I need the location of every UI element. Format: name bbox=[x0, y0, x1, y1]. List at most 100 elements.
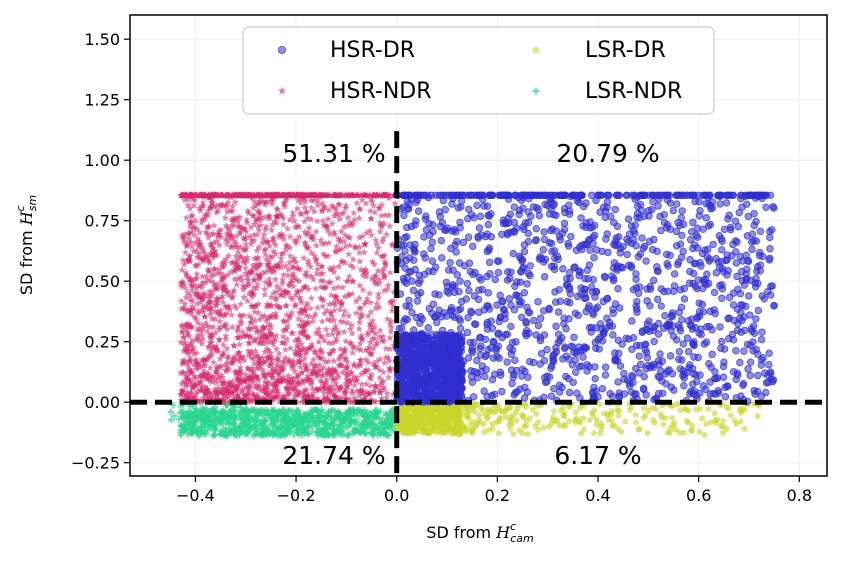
point-lsr-ndr bbox=[180, 408, 187, 415]
point-hsr-ndr bbox=[356, 340, 364, 347]
point-hsr-ndr bbox=[178, 323, 186, 330]
point-hsr-ndr bbox=[178, 379, 186, 387]
point-hsr-ndr bbox=[313, 217, 321, 225]
point-hsr-ndr bbox=[183, 306, 192, 314]
point-hsr-ndr bbox=[267, 293, 275, 301]
point-hsr-ndr bbox=[319, 302, 327, 310]
point-hsr-ndr bbox=[281, 345, 290, 353]
point-hsr-ndr bbox=[181, 300, 189, 308]
point-lsr-dr bbox=[407, 417, 415, 424]
point-hsr-ndr bbox=[258, 326, 266, 334]
point-hsr-ndr bbox=[287, 191, 296, 199]
point-hsr-ndr bbox=[225, 365, 233, 373]
point-hsr-ndr bbox=[371, 272, 379, 280]
point-hsr-ndr bbox=[366, 227, 374, 234]
point-hsr-ndr bbox=[340, 348, 349, 356]
point-hsr-ndr bbox=[220, 382, 228, 390]
point-hsr-ndr bbox=[371, 363, 380, 370]
point-hsr-ndr bbox=[182, 293, 190, 301]
point-hsr-ndr bbox=[236, 311, 244, 319]
point-lsr-ndr bbox=[216, 431, 224, 438]
point-hsr-ndr bbox=[206, 240, 215, 248]
point-hsr-ndr bbox=[233, 392, 241, 400]
point-hsr-ndr bbox=[260, 230, 268, 238]
point-hsr-ndr bbox=[348, 386, 356, 394]
point-hsr-ndr bbox=[241, 236, 249, 243]
point-hsr-ndr bbox=[302, 268, 311, 276]
point-hsr-ndr bbox=[279, 276, 287, 283]
point-hsr-ndr bbox=[326, 366, 334, 374]
point-hsr-ndr bbox=[177, 297, 185, 305]
point-lsr-dr bbox=[580, 425, 588, 432]
point-lsr-ndr bbox=[210, 416, 217, 423]
point-hsr-ndr bbox=[179, 191, 187, 199]
point-hsr-ndr bbox=[345, 312, 353, 319]
point-hsr-ndr bbox=[312, 284, 320, 292]
point-lsr-ndr bbox=[375, 425, 383, 432]
point-hsr-ndr bbox=[180, 260, 188, 268]
point-lsr-ndr bbox=[207, 421, 214, 429]
point-hsr-ndr bbox=[295, 380, 304, 388]
point-hsr-ndr bbox=[296, 329, 304, 336]
point-hsr-ndr bbox=[317, 276, 325, 284]
point-lsr-dr bbox=[516, 426, 523, 434]
point-hsr-ndr bbox=[365, 191, 374, 199]
point-hsr-ndr bbox=[310, 368, 318, 376]
point-lsr-dr bbox=[458, 427, 465, 435]
point-hsr-ndr bbox=[385, 357, 393, 364]
point-hsr-ndr bbox=[211, 329, 220, 336]
point-lsr-dr bbox=[640, 414, 647, 421]
point-hsr-ndr bbox=[286, 312, 294, 319]
point-hsr-ndr bbox=[192, 239, 200, 246]
point-hsr-ndr bbox=[309, 355, 318, 363]
point-lsr-ndr bbox=[303, 409, 310, 417]
point-lsr-dr bbox=[489, 425, 496, 432]
point-hsr-ndr bbox=[254, 255, 262, 263]
point-hsr-ndr bbox=[204, 233, 212, 241]
point-hsr-ndr bbox=[268, 200, 276, 207]
point-hsr-ndr bbox=[267, 226, 276, 234]
point-hsr-ndr bbox=[341, 231, 349, 239]
point-hsr-dr bbox=[579, 353, 587, 361]
point-hsr-ndr bbox=[289, 209, 297, 216]
point-lsr-dr bbox=[644, 429, 651, 436]
point-hsr-ndr bbox=[318, 206, 326, 213]
point-lsr-ndr bbox=[271, 406, 278, 414]
point-hsr-ndr bbox=[307, 370, 316, 378]
point-hsr-ndr bbox=[343, 383, 352, 390]
point-lsr-ndr bbox=[372, 410, 380, 417]
point-hsr-ndr bbox=[261, 225, 269, 233]
point-hsr-ndr bbox=[196, 381, 204, 389]
point-lsr-dr bbox=[608, 417, 616, 424]
point-hsr-ndr bbox=[270, 238, 278, 245]
point-hsr-ndr bbox=[337, 210, 345, 217]
point-hsr-ndr bbox=[352, 297, 360, 305]
point-hsr-ndr bbox=[357, 310, 365, 318]
point-hsr-ndr bbox=[328, 339, 336, 347]
point-hsr-ndr bbox=[285, 265, 293, 273]
point-hsr-ndr bbox=[298, 309, 306, 317]
point-hsr-ndr bbox=[362, 346, 370, 354]
point-hsr-ndr bbox=[368, 370, 376, 378]
point-hsr-ndr bbox=[319, 371, 327, 379]
point-hsr-ndr bbox=[298, 322, 306, 330]
point-hsr-ndr bbox=[195, 282, 203, 290]
point-lsr-dr bbox=[438, 417, 445, 424]
point-lsr-dr bbox=[741, 425, 748, 432]
point-hsr-ndr bbox=[268, 388, 276, 396]
point-lsr-dr bbox=[513, 417, 520, 424]
point-lsr-dr bbox=[590, 429, 598, 436]
point-hsr-ndr bbox=[229, 377, 237, 385]
point-hsr-ndr bbox=[324, 226, 332, 234]
point-hsr-ndr bbox=[236, 379, 244, 387]
point-lsr-dr bbox=[479, 407, 486, 414]
point-lsr-ndr bbox=[282, 415, 289, 423]
point-lsr-dr bbox=[395, 421, 403, 428]
point-lsr-dr bbox=[560, 404, 567, 411]
point-hsr-ndr bbox=[255, 376, 263, 384]
point-hsr-ndr bbox=[362, 366, 370, 373]
point-hsr-ndr bbox=[195, 309, 203, 317]
point-hsr-ndr bbox=[374, 267, 382, 274]
point-hsr-ndr bbox=[184, 328, 192, 336]
point-hsr-ndr bbox=[229, 358, 237, 366]
